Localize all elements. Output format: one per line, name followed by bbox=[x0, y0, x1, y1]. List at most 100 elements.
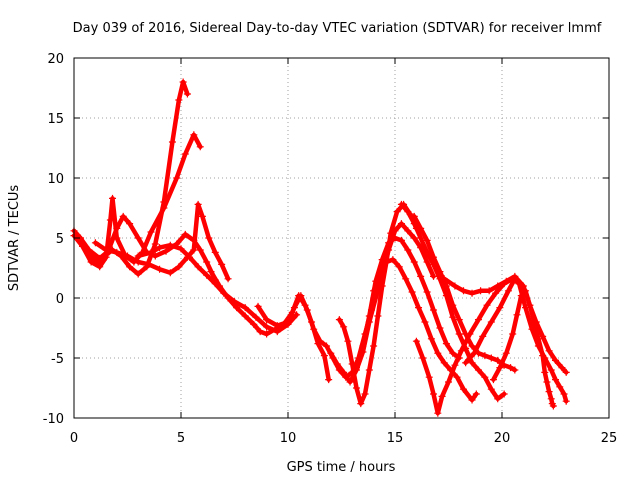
data-point-marker bbox=[502, 349, 510, 357]
series-track-16 bbox=[462, 275, 570, 405]
data-point-marker bbox=[391, 234, 399, 242]
data-point-marker bbox=[263, 330, 271, 338]
data-point-marker bbox=[119, 212, 127, 220]
y-tick-label: 20 bbox=[47, 52, 64, 67]
data-point-marker bbox=[408, 288, 416, 296]
data-point-marker bbox=[474, 316, 482, 324]
data-point-marker bbox=[472, 390, 480, 398]
data-point-marker bbox=[410, 234, 418, 242]
data-point-marker bbox=[370, 287, 378, 295]
data-point-marker bbox=[417, 272, 425, 280]
data-point-marker bbox=[365, 312, 373, 320]
data-point-marker bbox=[205, 234, 213, 242]
data-point-marker bbox=[207, 268, 215, 276]
data-point-marker bbox=[412, 337, 420, 345]
data-point-marker bbox=[534, 335, 542, 343]
data-point-marker bbox=[457, 347, 465, 355]
data-point-marker bbox=[352, 384, 360, 392]
data-point-marker bbox=[293, 311, 301, 319]
y-tick-label: -10 bbox=[43, 412, 64, 427]
data-point-marker bbox=[263, 316, 271, 324]
data-point-marker bbox=[404, 246, 412, 254]
data-point-marker bbox=[348, 360, 356, 368]
data-point-marker bbox=[415, 304, 423, 312]
data-point-marker bbox=[175, 96, 183, 104]
chart-title: Day 039 of 2016, Sidereal Day-to-day VTE… bbox=[73, 21, 602, 36]
data-point-marker bbox=[196, 246, 204, 254]
data-point-marker bbox=[502, 277, 510, 285]
data-point-marker bbox=[430, 253, 438, 261]
data-point-marker bbox=[284, 318, 292, 326]
data-point-marker bbox=[352, 364, 360, 372]
data-point-marker bbox=[263, 323, 271, 331]
data-point-marker bbox=[423, 236, 431, 244]
data-point-marker bbox=[434, 349, 442, 357]
data-point-marker bbox=[545, 347, 553, 355]
data-point-marker bbox=[198, 212, 206, 220]
data-point-marker bbox=[466, 330, 474, 338]
data-point-marker bbox=[436, 324, 444, 332]
data-point-marker bbox=[151, 240, 159, 248]
data-point-marker bbox=[397, 200, 405, 208]
data-point-marker bbox=[442, 282, 450, 290]
axis-ticks: 0 5 10 15 20 25 -10 -5 0 5 10 15 20 bbox=[43, 52, 618, 446]
data-point-marker bbox=[552, 356, 559, 364]
data-point-marker bbox=[241, 304, 249, 312]
data-point-marker bbox=[327, 349, 335, 357]
data-point-marker bbox=[340, 368, 348, 376]
data-point-marker bbox=[410, 258, 418, 266]
data-point-marker bbox=[436, 268, 444, 276]
data-point-marker bbox=[530, 318, 538, 326]
data-point-marker bbox=[156, 265, 164, 273]
data-point-marker bbox=[196, 143, 204, 151]
data-point-marker bbox=[438, 392, 446, 400]
data-point-marker bbox=[320, 352, 328, 360]
data-point-marker bbox=[177, 245, 185, 253]
data-point-marker bbox=[547, 395, 555, 403]
x-tick-label: 5 bbox=[177, 431, 185, 446]
data-point-marker bbox=[494, 356, 502, 364]
data-point-marker bbox=[91, 239, 99, 247]
data-point-marker bbox=[96, 263, 104, 271]
data-point-marker bbox=[323, 342, 331, 350]
data-point-marker bbox=[190, 131, 198, 139]
data-point-marker bbox=[500, 390, 508, 398]
data-point-marker bbox=[216, 282, 224, 290]
data-point-marker bbox=[474, 366, 482, 374]
data-point-marker bbox=[179, 78, 187, 86]
data-point-marker bbox=[361, 390, 369, 398]
data-point-marker bbox=[487, 385, 495, 393]
data-point-marker bbox=[487, 318, 495, 326]
data-point-marker bbox=[423, 288, 431, 296]
data-point-marker bbox=[449, 349, 457, 357]
data-point-marker bbox=[365, 366, 373, 374]
data-point-marker bbox=[211, 248, 219, 256]
data-point-marker bbox=[113, 224, 121, 232]
data-point-marker bbox=[183, 90, 191, 98]
data-point-marker bbox=[404, 227, 412, 235]
data-series bbox=[70, 78, 570, 417]
data-point-marker bbox=[468, 289, 476, 297]
data-point-marker bbox=[233, 304, 241, 312]
data-point-marker bbox=[194, 263, 202, 271]
data-point-marker bbox=[162, 247, 170, 255]
data-point-marker bbox=[539, 352, 547, 360]
data-point-marker bbox=[507, 364, 515, 372]
data-point-marker bbox=[552, 376, 559, 384]
data-point-marker bbox=[310, 325, 318, 333]
data-point-marker bbox=[442, 340, 450, 348]
data-point-marker bbox=[186, 253, 194, 261]
data-point-marker bbox=[134, 258, 142, 266]
data-point-marker bbox=[481, 373, 489, 381]
data-point-marker bbox=[455, 330, 463, 338]
data-point-marker bbox=[374, 312, 382, 320]
data-point-marker bbox=[481, 352, 489, 360]
data-point-marker bbox=[397, 236, 405, 244]
data-point-marker bbox=[109, 194, 117, 202]
data-point-marker bbox=[430, 390, 438, 398]
data-point-marker bbox=[181, 230, 189, 238]
data-point-marker bbox=[391, 227, 399, 235]
data-point-marker bbox=[357, 400, 365, 408]
x-tick-label: 0 bbox=[70, 431, 78, 446]
data-point-marker bbox=[440, 359, 448, 367]
